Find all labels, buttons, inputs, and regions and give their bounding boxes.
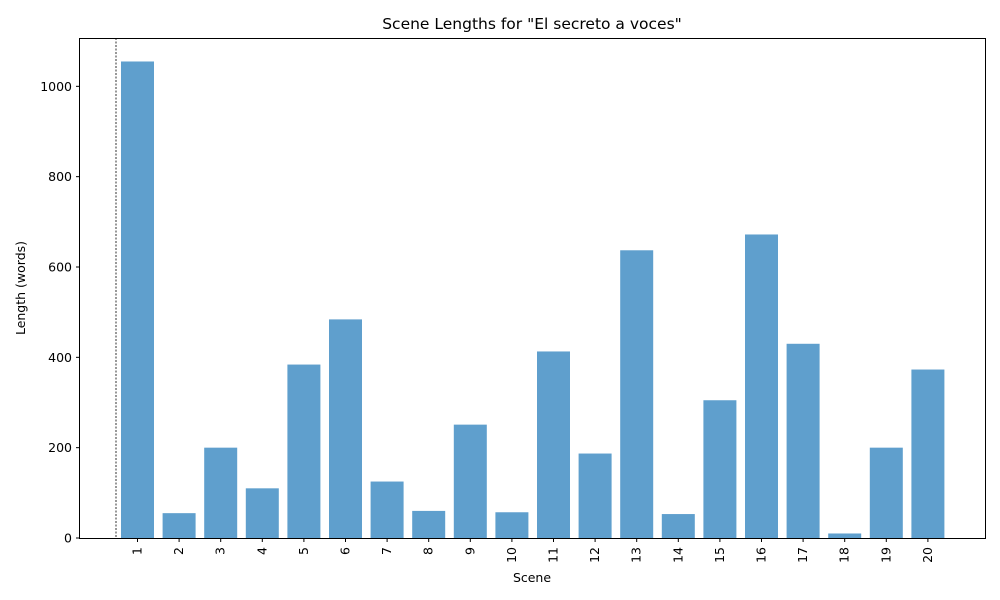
x-tick-label: 9	[462, 547, 477, 555]
bar-scene-15	[703, 400, 737, 538]
bar-scene-13	[620, 250, 654, 538]
x-tick-label: 19	[878, 547, 893, 563]
x-tick-label: 8	[421, 547, 436, 555]
y-axis-label: Length (words)	[13, 241, 28, 335]
bar-scene-12	[578, 453, 612, 538]
x-tick-label: 1	[130, 547, 145, 555]
x-tick-label: 3	[213, 547, 228, 555]
x-tick-label: 20	[920, 547, 935, 563]
x-tick-label: 6	[338, 547, 353, 555]
bar-scene-16	[745, 234, 778, 538]
bars-group	[121, 61, 945, 538]
bar-scene-11	[537, 351, 570, 538]
x-tick-label: 11	[546, 547, 561, 563]
x-tick-label: 14	[670, 547, 685, 563]
x-axis-label: Scene	[513, 570, 551, 585]
bar-scene-6	[329, 319, 362, 538]
bar-scene-20	[911, 369, 945, 538]
x-tick-label: 15	[712, 547, 727, 563]
x-tick-label: 4	[254, 547, 269, 555]
x-tick-label: 10	[504, 547, 519, 563]
y-tick-label: 800	[48, 169, 72, 184]
bar-scene-8	[412, 510, 446, 538]
y-tick-label: 0	[64, 531, 72, 546]
bar-scene-9	[453, 424, 487, 538]
plot-frame	[79, 38, 986, 539]
chart-title: Scene Lengths for "El secreto a voces"	[382, 15, 682, 33]
bar-scene-3	[204, 447, 238, 538]
x-tick-label: 2	[171, 547, 186, 555]
bar-scene-2	[162, 513, 196, 538]
bar-scene-1	[121, 61, 154, 538]
y-tick-label: 200	[48, 440, 72, 455]
x-tick-label: 7	[379, 547, 394, 555]
bar-scene-10	[495, 512, 529, 538]
bar-scene-19	[869, 447, 903, 538]
x-axis-ticks: 1 2 3 4 5 6 7 8 9 10 11 12 13 14 15 16 17 18 19 20	[130, 538, 935, 563]
y-tick-label: 1000	[40, 79, 72, 94]
x-tick-label: 16	[754, 547, 769, 563]
bar-scene-4	[245, 488, 279, 538]
x-tick-label: 5	[296, 547, 311, 555]
bar-scene-5	[287, 364, 321, 538]
x-tick-label: 13	[629, 547, 644, 563]
bar-scene-17	[786, 343, 820, 538]
x-tick-label: 12	[587, 547, 602, 563]
y-tick-label: 600	[48, 259, 72, 274]
bar-scene-7	[370, 481, 404, 538]
y-axis-ticks: 0 200 400 600 800 1000	[40, 79, 80, 546]
x-tick-label: 18	[837, 547, 852, 563]
y-tick-label: 400	[48, 350, 72, 365]
x-tick-label: 17	[795, 547, 810, 563]
bar-scene-14	[661, 514, 695, 538]
bar-scene-18	[828, 533, 862, 538]
